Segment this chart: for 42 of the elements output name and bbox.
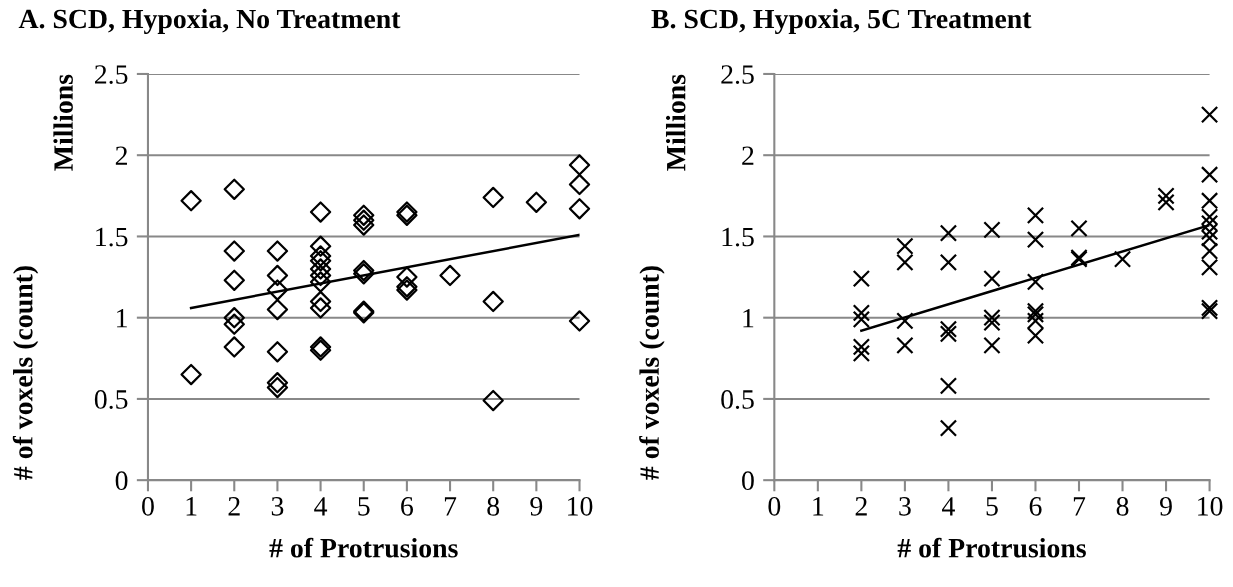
x-tick-label: 10: [568, 496, 593, 516]
y-tick-label: 1: [743, 308, 754, 328]
x-tick-label: 10: [1198, 496, 1223, 516]
x-tick-label: 0: [768, 496, 781, 516]
y-tick-label: 0: [742, 471, 754, 491]
chart-title: A. SCD, Hypoxia, No Treatment: [18, 8, 401, 35]
x-tick-label: 8: [1116, 496, 1129, 516]
x-tick-label: 4: [942, 497, 955, 516]
x-tick-label: 8: [487, 496, 500, 516]
x-tick-label: 1: [186, 497, 197, 516]
x-axis-title: # of Protrusions: [269, 537, 458, 558]
x-tick-label: 7: [444, 497, 457, 516]
y-tick-label: 1.5: [722, 227, 754, 247]
x-tick-label: 0: [142, 496, 154, 516]
y-axis-title: # of voxels (count): [12, 266, 39, 480]
x-tick-label: 9: [530, 497, 543, 516]
y-tick-label: 0: [115, 471, 128, 491]
x-tick-label: 5: [358, 497, 370, 516]
x-tick-label: 3: [271, 497, 284, 516]
y-tick-label: 0.5: [721, 390, 754, 409]
x-tick-label: 5: [986, 497, 998, 516]
y-tick-label: 2: [115, 146, 127, 165]
y-tick-label: 2.5: [95, 65, 128, 84]
y-tick-label: 2.5: [721, 65, 754, 84]
y-tick-label: 1: [117, 308, 127, 328]
x-tick-label: 7: [1073, 497, 1086, 516]
x-tick-label: 3: [899, 497, 911, 516]
chart-title: B. SCD, Hypoxia, 5C Treatment: [651, 8, 1032, 35]
text: Millions: [665, 74, 686, 171]
x-tick-label: 9: [1160, 497, 1172, 516]
y-tick-label: 2: [742, 146, 754, 165]
x-tick-label: 1: [813, 497, 824, 516]
x-tick-label: 4: [314, 497, 328, 516]
x-tick-label: 2: [855, 497, 867, 516]
y-tick-label: 1.5: [96, 227, 128, 247]
x-tick-label: 6: [1029, 497, 1042, 516]
text: Millions: [53, 74, 73, 171]
x-tick-label: 6: [401, 497, 414, 516]
y-tick-label: 0.5: [94, 390, 128, 409]
y-axis-title: # of voxels (count): [639, 266, 665, 480]
x-axis-title: # of Protrusions: [897, 537, 1086, 558]
x-tick-label: 2: [228, 497, 240, 516]
